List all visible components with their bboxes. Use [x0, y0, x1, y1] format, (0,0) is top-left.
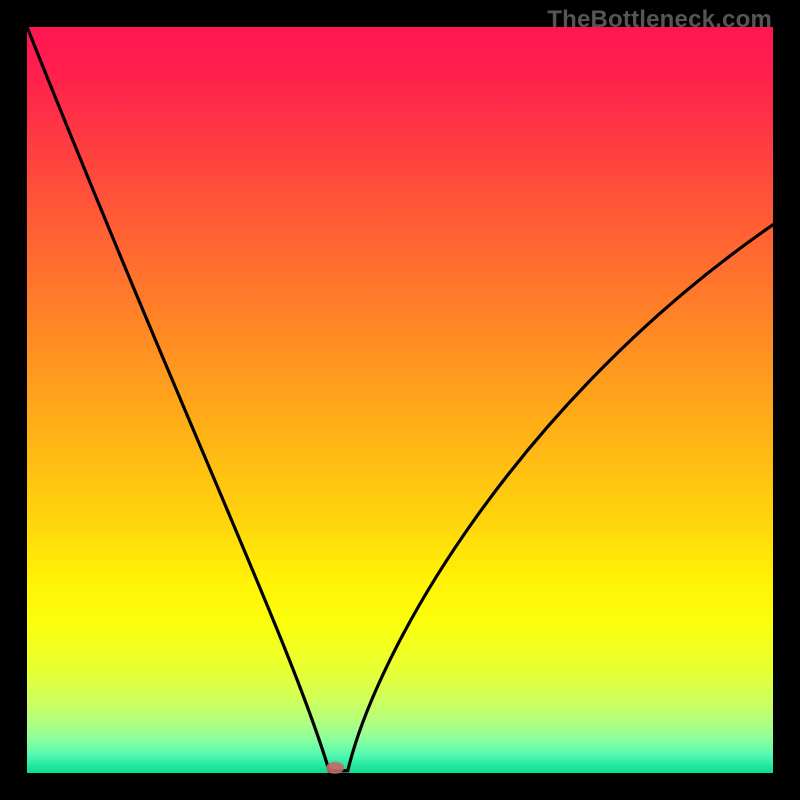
- bottleneck-chart: [0, 0, 800, 800]
- gradient-background: [27, 27, 773, 773]
- chart-frame: TheBottleneck.com: [0, 0, 800, 800]
- optimal-point-marker: [326, 762, 344, 774]
- watermark-text: TheBottleneck.com: [547, 6, 772, 34]
